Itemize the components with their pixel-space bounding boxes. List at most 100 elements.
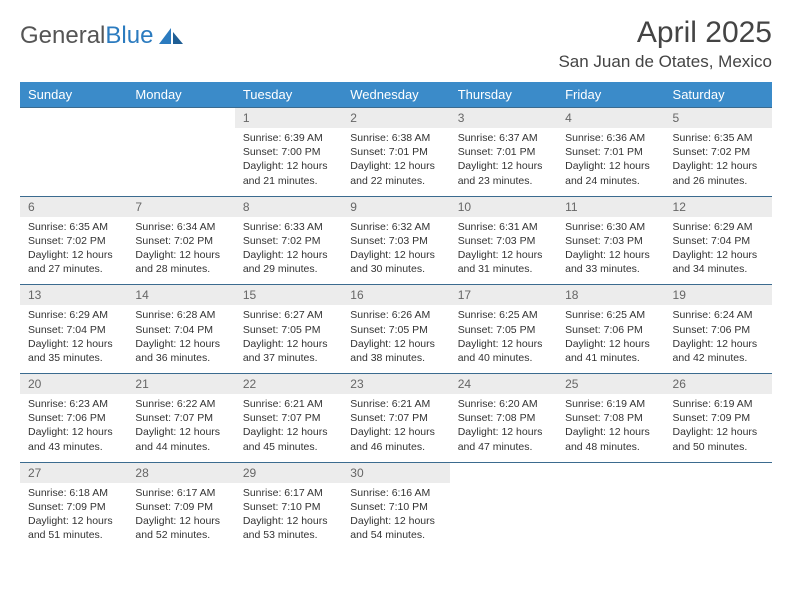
sunset-text: Sunset: 7:09 PM (28, 500, 119, 514)
sunrise-text: Sunrise: 6:16 AM (350, 486, 441, 500)
day-number-cell: 25 (557, 374, 664, 395)
daylight-text: Daylight: 12 hours (243, 514, 334, 528)
day-info-cell: Sunrise: 6:25 AMSunset: 7:06 PMDaylight:… (557, 305, 664, 373)
daylight-text: and 28 minutes. (135, 262, 226, 276)
daylight-text: and 42 minutes. (673, 351, 764, 365)
sunrise-text: Sunrise: 6:21 AM (243, 397, 334, 411)
sunrise-text: Sunrise: 6:25 AM (565, 308, 656, 322)
day-number-cell: 4 (557, 108, 664, 129)
daylight-text: Daylight: 12 hours (350, 425, 441, 439)
day-number-cell: 22 (235, 374, 342, 395)
weekday-header: Wednesday (342, 82, 449, 108)
day-number-cell (20, 108, 127, 129)
sunset-text: Sunset: 7:06 PM (673, 323, 764, 337)
day-number-cell: 17 (450, 285, 557, 306)
weekday-row: Sunday Monday Tuesday Wednesday Thursday… (20, 82, 772, 108)
day-number-cell: 9 (342, 196, 449, 217)
weekday-header: Sunday (20, 82, 127, 108)
day-info-cell (557, 483, 664, 551)
sunrise-text: Sunrise: 6:36 AM (565, 131, 656, 145)
day-info-cell (450, 483, 557, 551)
day-info-cell: Sunrise: 6:24 AMSunset: 7:06 PMDaylight:… (665, 305, 772, 373)
sunset-text: Sunset: 7:06 PM (565, 323, 656, 337)
daylight-text: Daylight: 12 hours (28, 425, 119, 439)
info-row: Sunrise: 6:18 AMSunset: 7:09 PMDaylight:… (20, 483, 772, 551)
sunrise-text: Sunrise: 6:24 AM (673, 308, 764, 322)
sunrise-text: Sunrise: 6:23 AM (28, 397, 119, 411)
day-number-cell: 30 (342, 462, 449, 483)
daylight-text: Daylight: 12 hours (135, 425, 226, 439)
sunrise-text: Sunrise: 6:33 AM (243, 220, 334, 234)
daynum-row: 20212223242526 (20, 374, 772, 395)
day-info-cell: Sunrise: 6:17 AMSunset: 7:10 PMDaylight:… (235, 483, 342, 551)
daynum-row: 6789101112 (20, 196, 772, 217)
title-block: April 2025 San Juan de Otates, Mexico (558, 16, 772, 72)
sunrise-text: Sunrise: 6:18 AM (28, 486, 119, 500)
day-info-cell: Sunrise: 6:34 AMSunset: 7:02 PMDaylight:… (127, 217, 234, 285)
sunrise-text: Sunrise: 6:35 AM (673, 131, 764, 145)
day-number-cell: 6 (20, 196, 127, 217)
day-number-cell (450, 462, 557, 483)
day-info-cell: Sunrise: 6:39 AMSunset: 7:00 PMDaylight:… (235, 128, 342, 196)
day-info-cell: Sunrise: 6:19 AMSunset: 7:08 PMDaylight:… (557, 394, 664, 462)
daylight-text: Daylight: 12 hours (565, 248, 656, 262)
info-row: Sunrise: 6:29 AMSunset: 7:04 PMDaylight:… (20, 305, 772, 373)
day-info-cell: Sunrise: 6:17 AMSunset: 7:09 PMDaylight:… (127, 483, 234, 551)
day-number-cell: 19 (665, 285, 772, 306)
daylight-text: and 53 minutes. (243, 528, 334, 542)
day-info-cell (665, 483, 772, 551)
info-row: Sunrise: 6:39 AMSunset: 7:00 PM Daylight:… (20, 128, 772, 196)
daylight-text: Daylight: 12 hours (565, 425, 656, 439)
day-number-cell: 20 (20, 374, 127, 395)
daylight-text: and 54 minutes. (350, 528, 441, 542)
day-info-cell: Sunrise: 6:36 AMSunset: 7:01 PMDaylight:… (557, 128, 664, 196)
daylight-text: Daylight: 12 hours (28, 514, 119, 528)
daylight-text: Daylight: 12 hours (28, 248, 119, 262)
day-number-cell: 24 (450, 374, 557, 395)
sunrise-text: Sunrise: 6:19 AM (565, 397, 656, 411)
sunrise-text: Sunrise: 6:22 AM (135, 397, 226, 411)
daylight-text: Daylight: 12 hours (350, 337, 441, 351)
daylight-text: and 46 minutes. (350, 440, 441, 454)
day-number-cell: 8 (235, 196, 342, 217)
sail-icon (157, 26, 185, 46)
daylight-text: and 41 minutes. (565, 351, 656, 365)
logo: GeneralBlue (20, 22, 185, 50)
daynum-row: 27282930 (20, 462, 772, 483)
day-info-cell: Sunrise: 6:35 AMSunset: 7:02 PMDaylight:… (665, 128, 772, 196)
logo-part1: General (20, 22, 105, 49)
daylight-text: and 47 minutes. (458, 440, 549, 454)
daylight-text: and 26 minutes. (673, 174, 764, 188)
sunset-text: Sunset: 7:00 PM (243, 145, 334, 159)
sunset-text: Sunset: 7:05 PM (243, 323, 334, 337)
day-number-cell: 10 (450, 196, 557, 217)
sunset-text: Sunset: 7:03 PM (458, 234, 549, 248)
daylight-text: Daylight: 12 hours (350, 514, 441, 528)
daylight-text: Daylight: 12 hours (350, 159, 441, 173)
day-number-cell: 13 (20, 285, 127, 306)
day-number-cell: 27 (20, 462, 127, 483)
sunrise-text: Sunrise: 6:39 AM (243, 131, 334, 145)
day-info-cell (127, 128, 234, 196)
weekday-header: Monday (127, 82, 234, 108)
daylight-text: and 52 minutes. (135, 528, 226, 542)
day-number-cell: 28 (127, 462, 234, 483)
sunset-text: Sunset: 7:03 PM (350, 234, 441, 248)
sunset-text: Sunset: 7:04 PM (28, 323, 119, 337)
day-info-cell: Sunrise: 6:30 AMSunset: 7:03 PMDaylight:… (557, 217, 664, 285)
daylight-text: and 36 minutes. (135, 351, 226, 365)
daylight-text: Daylight: 12 hours (350, 248, 441, 262)
sunrise-text: Sunrise: 6:29 AM (673, 220, 764, 234)
day-info-cell: Sunrise: 6:16 AMSunset: 7:10 PMDaylight:… (342, 483, 449, 551)
daylight-text: and 50 minutes. (673, 440, 764, 454)
daylight-text: Daylight: 12 hours (135, 248, 226, 262)
sunset-text: Sunset: 7:04 PM (673, 234, 764, 248)
day-info-cell: Sunrise: 6:28 AMSunset: 7:04 PMDaylight:… (127, 305, 234, 373)
sunrise-text: Sunrise: 6:26 AM (350, 308, 441, 322)
daylight-text: Daylight: 12 hours (673, 159, 764, 173)
sunset-text: Sunset: 7:07 PM (135, 411, 226, 425)
sunset-text: Sunset: 7:02 PM (243, 234, 334, 248)
info-row: Sunrise: 6:23 AMSunset: 7:06 PMDaylight:… (20, 394, 772, 462)
day-number-cell: 15 (235, 285, 342, 306)
day-info-cell: Sunrise: 6:25 AMSunset: 7:05 PMDaylight:… (450, 305, 557, 373)
